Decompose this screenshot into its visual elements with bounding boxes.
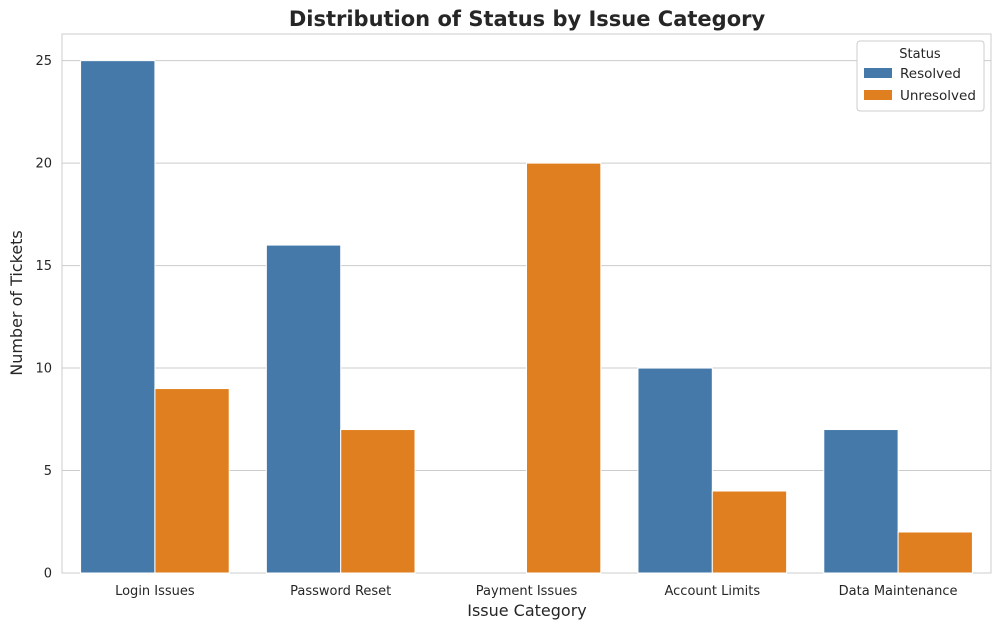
chart-title: Distribution of Status by Issue Category [289,7,766,31]
y-tick-labels: 0 5 10 15 20 25 [35,54,52,581]
y-tick-label: 5 [44,464,52,479]
bar-unresolved-login-issues [154,388,230,574]
bar-resolved-data-maintenance [823,429,899,574]
x-tick-label: Login Issues [115,584,195,599]
bar-unresolved-account-limits [711,490,788,574]
x-tick-label: Password Reset [290,584,391,599]
x-tick-label: Account Limits [664,584,760,599]
legend-swatch-resolved [864,68,892,78]
bar-resolved-account-limits [637,367,713,574]
x-axis-label: Issue Category [467,601,587,620]
y-axis-label: Number of Tickets [7,230,26,376]
x-tick-label: Payment Issues [476,584,578,599]
legend-title: Status [899,47,941,62]
legend: Status Resolved Unresolved [856,40,985,112]
legend-label-unresolved: Unresolved [900,88,976,104]
y-tick-label: 10 [35,362,52,377]
bar-unresolved-payment-issues [526,162,602,574]
legend-swatch-unresolved [864,90,892,100]
bars [80,60,973,574]
bar-resolved-login-issues [80,60,156,574]
legend-label-resolved: Resolved [900,66,961,82]
x-tick-labels: Login Issues Password Reset Payment Issues… [115,584,957,599]
bar-unresolved-password-reset [340,429,416,574]
y-tick-label: 20 [35,157,52,172]
y-tick-label: 15 [35,259,52,274]
y-tick-label: 25 [35,54,52,69]
bar-unresolved-data-maintenance [897,531,973,574]
x-tick-label: Data Maintenance [839,584,958,599]
bar-resolved-password-reset [265,244,342,574]
y-tick-label: 0 [44,567,52,582]
